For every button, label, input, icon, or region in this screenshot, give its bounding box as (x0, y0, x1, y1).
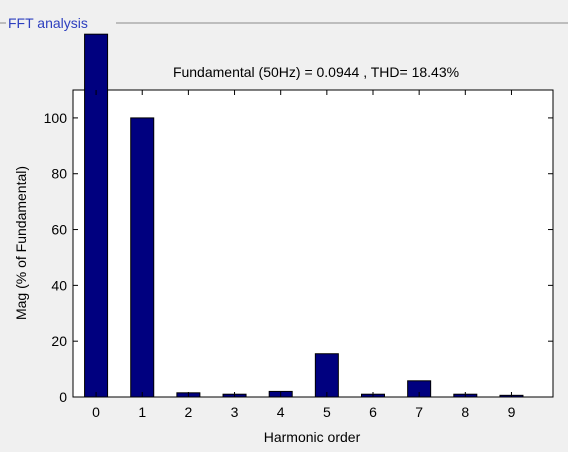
y-tick-label-60: 60 (51, 222, 67, 238)
x-tick-label-5: 5 (323, 404, 331, 420)
y-tick-label-0: 0 (59, 389, 67, 405)
x-tick-label-4: 4 (277, 404, 285, 420)
chart-title: Fundamental (50Hz) = 0.0944 , THD= 18.43… (173, 64, 459, 80)
x-tick-label-8: 8 (461, 404, 469, 420)
bar-harmonic-5 (314, 353, 339, 398)
x-axis-label: Harmonic order (264, 429, 361, 445)
bar-harmonic-0 (84, 33, 109, 398)
bar-harmonic-1 (130, 117, 155, 398)
x-tick-label-6: 6 (369, 404, 377, 420)
y-tick-label-100: 100 (44, 110, 68, 126)
x-tick-label-0: 0 (92, 404, 100, 420)
ticks-layer: 0 1 2 3 4 5 6 7 8 9 0 20 40 60 80 100 (44, 90, 553, 420)
x-tick-label-3: 3 (231, 404, 239, 420)
y-tick-label-40: 40 (51, 277, 67, 293)
x-tick-label-9: 9 (508, 404, 516, 420)
x-tick-label-1: 1 (138, 404, 146, 420)
x-tick-label-7: 7 (415, 404, 423, 420)
panel-title: FFT analysis (8, 15, 88, 31)
y-tick-label-80: 80 (51, 166, 67, 182)
y-axis-label: Mag (% of Fundamental) (13, 166, 29, 320)
y-tick-label-20: 20 (51, 333, 67, 349)
x-tick-label-2: 2 (184, 404, 192, 420)
